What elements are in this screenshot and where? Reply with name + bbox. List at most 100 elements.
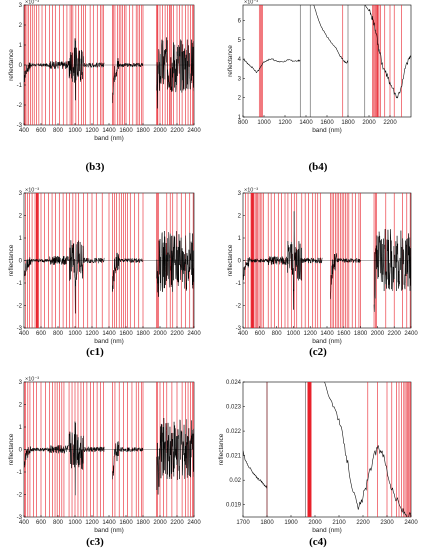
x-tick-label: 2400 [404,520,418,526]
y-tick-label: 2 [19,403,23,409]
y-tick-label: 0 [238,259,242,265]
x-axis-label: band (nm) [312,527,342,534]
x-tick-label: 2200 [170,331,184,337]
x-tick-label: 2200 [388,331,402,337]
x-tick-label: 2000 [362,120,376,126]
y-tick-label: 1 [238,115,242,121]
x-tick-label: 2000 [308,520,322,526]
x-tick-label: 1800 [136,331,150,337]
x-tick-label: 400 [19,128,30,134]
x-tick-label: 1000 [287,331,301,337]
y-tick-label: -3 [17,515,23,521]
y-axis-label: reflectance [218,433,225,465]
x-tick-label: 2200 [383,120,397,126]
panel-label-c1: (c1) [86,346,104,358]
y-tick-label: -3 [236,326,242,332]
y-tick-label: -1 [17,470,23,476]
x-tick-label: 800 [238,120,249,126]
x-tick-label: 1800 [136,128,150,134]
y-tick-label: -2 [17,304,23,310]
x-tick-label: 1400 [320,331,334,337]
x-tick-label: 2400 [404,331,418,337]
x-tick-label: 600 [255,331,266,337]
x-tick-label: 800 [53,520,64,526]
y-tick-label: 1 [19,425,23,431]
x-tick-label: 1200 [278,120,292,126]
x-tick-label: 1800 [260,520,274,526]
y-tick-label: 4 [238,57,242,63]
x-tick-label: 1600 [320,120,334,126]
y-tick-label: 3 [19,380,23,386]
x-tick-label: 1400 [102,331,116,337]
y-tick-label: -3 [17,326,23,332]
y-exponent-label: ×10⁻³ [25,377,39,383]
x-tick-label: 1600 [119,331,133,337]
x-tick-label: 1400 [102,128,116,134]
x-tick-label: 2000 [153,128,167,134]
y-tick-label: 0 [19,63,23,69]
y-tick-label: -1 [236,281,242,287]
x-tick-label: 800 [53,128,64,134]
y-tick-label: 0.02 [229,478,241,484]
x-tick-label: 400 [19,331,30,337]
y-tick-label: 2 [19,23,23,29]
x-tick-label: 1800 [354,331,368,337]
x-tick-label: 2000 [153,331,167,337]
chart-panel-c2: 400 600 800 1000 1200 1400 1600 1800 2000 2200 240… [227,188,418,359]
panel-label-b4: (b4) [309,161,328,173]
x-tick-label: 1600 [119,520,133,526]
x-tick-label: 1200 [85,128,99,134]
x-tick-label: 1600 [119,128,133,134]
y-tick-label: -2 [17,103,23,109]
chart-panel-c1: 400 600 800 1000 1200 1400 1600 1800 2000 2200 240… [8,188,201,359]
y-axis-label: reflectance [8,49,15,81]
y-tick-label: 0.023 [226,405,242,411]
x-axis-label: band (nm) [312,127,342,134]
y-tick-label: -2 [236,304,242,310]
x-tick-label: 1900 [284,520,298,526]
y-tick-label: 3 [238,76,242,82]
y-tick-label: 0.024 [226,380,242,386]
x-tick-label: 1200 [85,520,99,526]
x-tick-label: 1600 [337,331,351,337]
y-tick-label: 0.019 [226,503,242,509]
y-tick-label: 0 [19,448,23,454]
y-tick-label: 3 [238,191,242,197]
x-axis-label: band (nm) [94,338,124,345]
x-tick-label: 1000 [257,120,271,126]
x-tick-label: 800 [53,331,64,337]
x-axis-label: band (nm) [94,135,124,142]
y-tick-label: -1 [17,281,23,287]
x-axis-label: band (nm) [312,338,342,345]
x-tick-label: 1000 [68,331,82,337]
x-tick-label: 600 [36,331,47,337]
y-axis-label: reflectance [8,433,15,465]
y-tick-label: 5 [238,38,242,44]
y-tick-label: -2 [17,493,23,499]
y-tick-label: 0 [19,259,23,265]
y-tick-label: 3 [19,3,23,9]
signal-line [243,382,411,517]
x-tick-label: 2000 [371,331,385,337]
panel-label-c2: (c2) [309,346,327,358]
y-tick-label: 0.022 [226,429,242,435]
y-axis-label: reflectance [8,244,15,276]
x-tick-label: 2200 [356,520,370,526]
x-tick-label: 2000 [153,520,167,526]
x-tick-label: 1800 [341,120,355,126]
y-tick-label: 0.021 [226,454,242,460]
y-tick-label: 6 [238,18,242,24]
chart-panel-b3: 400 600 800 1000 1200 1400 1600 1800 2000 2200 240… [8,0,201,173]
y-tick-label: 1 [19,43,23,49]
y-exponent-label: ×10⁻³ [244,188,258,194]
x-tick-label: 2400 [187,128,201,134]
x-tick-label: 2300 [380,520,394,526]
panel-label-c3: (c3) [86,536,104,548]
y-tick-label: 3 [19,191,23,197]
plot-area [242,381,412,518]
plot-area [242,4,412,118]
x-tick-label: 2400 [187,331,201,337]
x-tick-label: 400 [238,331,249,337]
signal-line [24,417,194,496]
